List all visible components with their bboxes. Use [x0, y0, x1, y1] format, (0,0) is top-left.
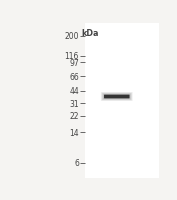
Text: 22: 22	[70, 112, 79, 121]
Text: 97: 97	[69, 58, 79, 67]
FancyBboxPatch shape	[104, 95, 130, 99]
FancyBboxPatch shape	[101, 93, 133, 101]
Text: 66: 66	[69, 72, 79, 81]
Text: kDa: kDa	[81, 29, 99, 38]
FancyBboxPatch shape	[104, 95, 130, 99]
Text: 14: 14	[69, 128, 79, 137]
Text: 31: 31	[69, 99, 79, 108]
FancyBboxPatch shape	[103, 94, 130, 100]
Text: 116: 116	[65, 52, 79, 61]
FancyBboxPatch shape	[102, 93, 132, 101]
Bar	[85, 24, 159, 178]
Text: 6: 6	[74, 159, 79, 167]
FancyBboxPatch shape	[102, 94, 131, 100]
Text: 200: 200	[65, 32, 79, 41]
Text: 44: 44	[69, 87, 79, 96]
FancyBboxPatch shape	[101, 93, 132, 101]
